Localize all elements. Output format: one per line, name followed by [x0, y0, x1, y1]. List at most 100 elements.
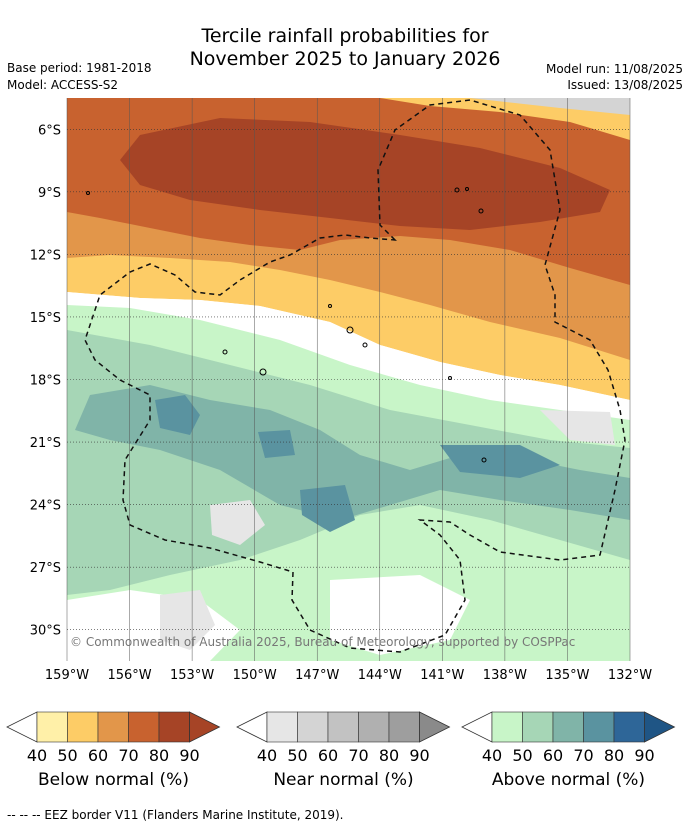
longitude-tick-label: 141°W: [420, 668, 464, 683]
eez-borders: [84, 99, 626, 653]
colorbar-segment: [552, 711, 584, 743]
island: [362, 342, 368, 348]
longitude-tick-label: 144°W: [358, 668, 402, 683]
model-name: Model: ACCESS-S2: [7, 78, 119, 92]
colorbar-segment: [327, 711, 359, 743]
colorbar-segment: [358, 711, 390, 743]
longitude-tick-label: 153°W: [170, 668, 214, 683]
white-patch-south-central: [330, 575, 470, 655]
gridlines: [66, 98, 631, 661]
colorbar-tick-label: 80: [379, 746, 399, 765]
latitude-tick-label: 18°S: [30, 374, 61, 389]
longitude-tick-label: 147°W: [295, 668, 339, 683]
colorbar-segment: [128, 711, 160, 743]
island: [259, 368, 267, 376]
model-run: Model run: 11/08/2025: [545, 62, 683, 76]
island: [328, 304, 332, 308]
colorbar-segment: [491, 711, 523, 743]
longitude-tick-label: 132°W: [608, 668, 652, 683]
colorbar-tick-label: 80: [149, 746, 169, 765]
longitude-tick-label: 150°W: [233, 668, 277, 683]
island: [346, 326, 354, 334]
near-normal-top: [470, 98, 630, 115]
colorbar-segment: [613, 711, 645, 743]
latitude-tick-label: 6°S: [38, 123, 61, 138]
eez-legend-text: -- -- -- EEZ border V11 (Flanders Marine…: [7, 808, 344, 822]
copyright-text: © Commonwealth of Australia 2025, Bureau…: [70, 635, 575, 649]
near-normal-band: [67, 292, 630, 420]
island: [465, 187, 469, 191]
colorbar-max-arrow: [644, 711, 676, 743]
base-period: Base period: 1981-2018: [7, 61, 152, 75]
colorbar-tick-label: 50: [287, 746, 307, 765]
longitude-tick-label: 135°W: [545, 668, 589, 683]
latitude-tick-label: 15°S: [30, 311, 61, 326]
colorbar-above-normal: 40 50 60 70 80 90: [461, 711, 676, 765]
colorbar-segment: [266, 711, 298, 743]
colorbar-label-below-normal: Below normal (%): [38, 770, 189, 790]
title-line-2: November 2025 to January 2026: [189, 48, 501, 70]
colorbar-tick-label: 70: [118, 746, 138, 765]
longitude-tick-label: 138°W: [483, 668, 527, 683]
colorbar-tick-label: 90: [634, 746, 654, 765]
colorbar-segment: [97, 711, 129, 743]
colorbar-label-above-normal: Above normal (%): [491, 770, 646, 790]
above-normal-70-patch-1: [155, 395, 200, 435]
latitude-tick-label: 30°S: [30, 624, 61, 639]
colorbar-tick-label: 90: [179, 746, 199, 765]
colorbar-below-normal: 40 50 60 70 80 90: [6, 711, 221, 765]
longitude-tick-label: 159°W: [45, 668, 89, 683]
colorbar-label-near-normal: Near normal (%): [273, 770, 414, 790]
latitude-tick-label: 12°S: [30, 248, 61, 263]
above-normal-70-patch-2: [300, 485, 355, 532]
longitude-tick-label: 156°W: [107, 668, 151, 683]
colorbar-tick-label: 60: [318, 746, 338, 765]
colorbar-tick-label: 70: [573, 746, 593, 765]
colorbar-tick-label: 80: [604, 746, 624, 765]
colorbar-near-normal: 40 50 60 70 80 90: [236, 711, 451, 765]
colorbar-segment: [583, 711, 615, 743]
colorbar-tick-label: 40: [27, 746, 47, 765]
above-normal-60-region: [75, 385, 630, 520]
colorbar-tick-label: 60: [88, 746, 108, 765]
colorbar-tick-label: 60: [543, 746, 563, 765]
issued-date: Issued: 13/08/2025: [567, 78, 683, 92]
above-normal-70-patch-3: [440, 445, 560, 478]
colorbar-segment: [388, 711, 420, 743]
colorbar-max-arrow: [189, 711, 221, 743]
below-normal-70-band: [120, 118, 610, 230]
island: [454, 187, 460, 193]
latitude-labels: 6°S 9°S 12°S 15°S 18°S 21°S 24°S 27°S 30°S: [30, 123, 61, 638]
colorbar-tick-label: 40: [482, 746, 502, 765]
title-line-1: Tercile rainfall probabilities for: [201, 25, 489, 47]
colorbar-min-arrow: [461, 711, 493, 743]
above-normal-70-patch-4: [258, 430, 295, 458]
colorbar-tick-label: 40: [257, 746, 277, 765]
latitude-tick-label: 9°S: [38, 186, 61, 201]
colorbar-tick-label: 70: [348, 746, 368, 765]
island: [478, 208, 484, 214]
rainfall-probability-map: 6°S 9°S 12°S 15°S 18°S 21°S 24°S 27°S 30°S 159°W…: [30, 98, 652, 683]
latitude-tick-label: 24°S: [30, 499, 61, 514]
colorbar-segment: [158, 711, 190, 743]
island: [86, 191, 90, 195]
colorbar-min-arrow: [236, 711, 268, 743]
eez-border-marquesas: [84, 99, 626, 653]
colorbar-tick-label: 50: [57, 746, 77, 765]
near-normal-patch-south: [210, 500, 265, 545]
latitude-tick-label: 21°S: [30, 436, 61, 451]
island: [448, 376, 452, 380]
colorbar-tick-label: 90: [409, 746, 429, 765]
island: [222, 349, 228, 355]
colorbar-segment: [297, 711, 329, 743]
near-normal-patch-southwest: [160, 590, 215, 650]
islands: [86, 187, 487, 463]
colorbars: 40 50 60 70 80 90 40 50 60 70 80 90 40 50 60 70 80 90: [6, 711, 676, 765]
colorbar-tick-label: 50: [512, 746, 532, 765]
colorbar-segment: [67, 711, 99, 743]
island: [481, 457, 487, 463]
colorbar-max-arrow: [419, 711, 451, 743]
latitude-tick-label: 27°S: [30, 561, 61, 576]
colorbar-segment: [522, 711, 554, 743]
colorbar-min-arrow: [6, 711, 38, 743]
